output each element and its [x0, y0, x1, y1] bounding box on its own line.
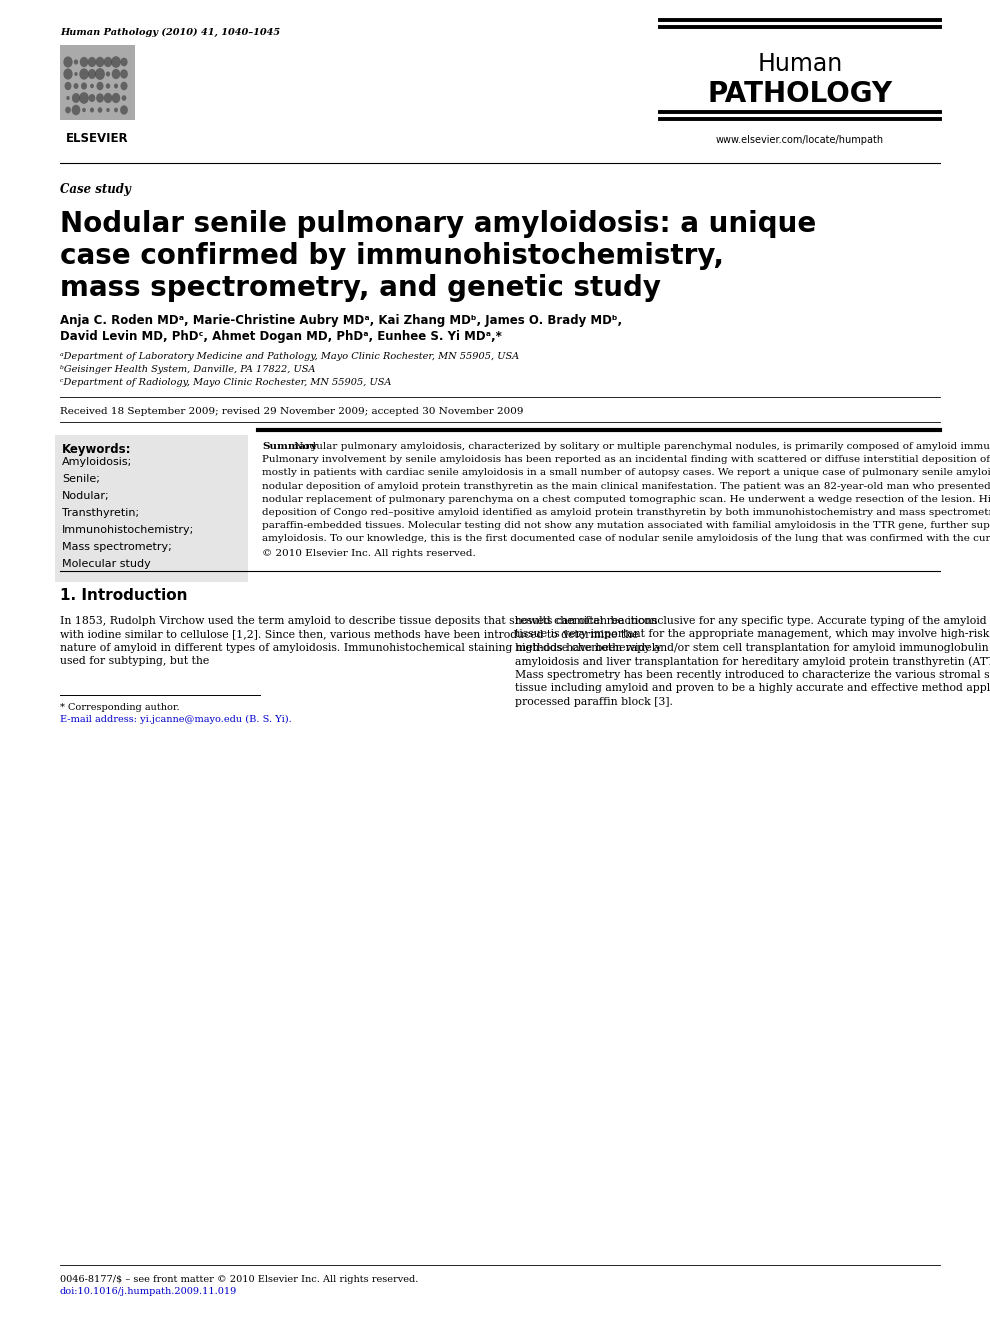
- Ellipse shape: [111, 81, 121, 91]
- Ellipse shape: [96, 106, 104, 115]
- Ellipse shape: [64, 57, 72, 67]
- Ellipse shape: [80, 70, 88, 78]
- Text: Transthyretin;: Transthyretin;: [62, 508, 140, 517]
- Text: mass spectrometry, and genetic study: mass spectrometry, and genetic study: [60, 275, 661, 302]
- Bar: [55, 436, 248, 582]
- Text: case confirmed by immunohistochemistry,: case confirmed by immunohistochemistry,: [60, 242, 724, 271]
- Ellipse shape: [112, 70, 120, 79]
- Text: tissue is very important for the appropriate management, which may involve high-: tissue is very important for the appropr…: [515, 630, 990, 639]
- Ellipse shape: [104, 104, 113, 115]
- Bar: [60, 45, 135, 120]
- Ellipse shape: [112, 94, 120, 103]
- Text: ᵇGeisinger Health System, Danville, PA 17822, USA: ᵇGeisinger Health System, Danville, PA 1…: [60, 366, 316, 374]
- Ellipse shape: [121, 58, 128, 66]
- Text: paraffin-embedded tissues. Molecular testing did not show any mutation associate: paraffin-embedded tissues. Molecular tes…: [262, 521, 990, 531]
- Ellipse shape: [82, 59, 86, 65]
- Ellipse shape: [89, 70, 95, 78]
- Ellipse shape: [64, 70, 71, 78]
- Text: Senile;: Senile;: [62, 474, 100, 484]
- Text: amyloidosis. To our knowledge, this is the first documented case of nodular seni: amyloidosis. To our knowledge, this is t…: [262, 535, 990, 544]
- Text: ᶜDepartment of Radiology, Mayo Clinic Rochester, MN 55905, USA: ᶜDepartment of Radiology, Mayo Clinic Ro…: [60, 378, 391, 387]
- Text: Received 18 September 2009; revised 29 November 2009; accepted 30 November 2009: Received 18 September 2009; revised 29 N…: [60, 407, 524, 416]
- Text: Nodular pulmonary amyloidosis, characterized by solitary or multiple parenchymal: Nodular pulmonary amyloidosis, character…: [291, 442, 990, 451]
- Text: PATHOLOGY: PATHOLOGY: [708, 81, 893, 108]
- Ellipse shape: [97, 58, 103, 66]
- Text: www.elsevier.com/locate/humpath: www.elsevier.com/locate/humpath: [716, 135, 884, 145]
- Text: Molecular study: Molecular study: [62, 558, 150, 569]
- Text: nature of amyloid in different types of amyloidosis. Immunohistochemical stainin: nature of amyloid in different types of …: [60, 643, 661, 653]
- Ellipse shape: [74, 71, 78, 77]
- Text: with iodine similar to cellulose [1,2]. Since then, various methods have been in: with iodine similar to cellulose [1,2]. …: [60, 630, 639, 639]
- Ellipse shape: [121, 95, 127, 102]
- Ellipse shape: [121, 106, 127, 114]
- Text: 1. Introduction: 1. Introduction: [60, 587, 187, 603]
- Ellipse shape: [73, 107, 79, 114]
- Text: deposition of Congo red–positive amyloid identified as amyloid protein transthyr: deposition of Congo red–positive amyloid…: [262, 508, 990, 517]
- Text: © 2010 Elsevier Inc. All rights reserved.: © 2010 Elsevier Inc. All rights reserved…: [262, 549, 476, 557]
- Text: Keywords:: Keywords:: [62, 444, 132, 455]
- Ellipse shape: [113, 58, 119, 66]
- Text: results can often be inconclusive for any specific type. Accurate typing of the : results can often be inconclusive for an…: [515, 616, 990, 626]
- Text: tissue including amyloid and proven to be a highly accurate and effective method: tissue including amyloid and proven to b…: [515, 684, 990, 693]
- Text: Nodular senile pulmonary amyloidosis: a unique: Nodular senile pulmonary amyloidosis: a …: [60, 210, 816, 238]
- Text: used for subtyping, but the: used for subtyping, but the: [60, 656, 209, 667]
- Ellipse shape: [90, 59, 94, 65]
- Text: In 1853, Rudolph Virchow used the term amyloid to describe tissue deposits that : In 1853, Rudolph Virchow used the term a…: [60, 616, 657, 626]
- Text: 0046-8177/$ – see front matter © 2010 Elsevier Inc. All rights reserved.: 0046-8177/$ – see front matter © 2010 El…: [60, 1275, 419, 1284]
- Ellipse shape: [79, 104, 88, 115]
- Text: doi:10.1016/j.humpath.2009.11.019: doi:10.1016/j.humpath.2009.11.019: [60, 1287, 238, 1296]
- Ellipse shape: [63, 104, 72, 116]
- Text: mostly in patients with cardiac senile amyloidosis in a small number of autopsy : mostly in patients with cardiac senile a…: [262, 469, 990, 478]
- Text: processed paraffin block [3].: processed paraffin block [3].: [515, 697, 673, 706]
- Text: Case study: Case study: [60, 183, 131, 195]
- Text: Mass spectrometry;: Mass spectrometry;: [62, 543, 171, 552]
- Ellipse shape: [103, 92, 113, 104]
- Ellipse shape: [81, 95, 86, 100]
- Text: Human Pathology (2010) 41, 1040–1045: Human Pathology (2010) 41, 1040–1045: [60, 28, 280, 37]
- Ellipse shape: [66, 96, 69, 100]
- Ellipse shape: [98, 71, 102, 77]
- Ellipse shape: [98, 84, 102, 88]
- Ellipse shape: [96, 94, 104, 103]
- Text: Amyloidosis;: Amyloidosis;: [62, 457, 133, 467]
- Text: Pulmonary involvement by senile amyloidosis has been reported as an incidental f: Pulmonary involvement by senile amyloido…: [262, 455, 990, 465]
- Ellipse shape: [81, 83, 87, 90]
- Ellipse shape: [120, 69, 129, 79]
- Ellipse shape: [71, 81, 81, 92]
- Text: nodular replacement of pulmonary parenchyma on a chest computed tomographic scan: nodular replacement of pulmonary parench…: [262, 495, 990, 504]
- Text: Immunohistochemistry;: Immunohistochemistry;: [62, 525, 194, 535]
- Text: Anja C. Roden MDᵃ, Marie-Christine Aubry MDᵃ, Kai Zhang MDᵇ, James O. Brady MDᵇ,: Anja C. Roden MDᵃ, Marie-Christine Aubry…: [60, 314, 622, 327]
- Ellipse shape: [87, 104, 96, 115]
- Ellipse shape: [113, 107, 119, 114]
- Ellipse shape: [87, 92, 97, 104]
- Text: ᵃDepartment of Laboratory Medicine and Pathology, Mayo Clinic Rochester, MN 5590: ᵃDepartment of Laboratory Medicine and P…: [60, 352, 519, 360]
- Text: amyloidosis and liver transplantation for hereditary amyloid protein transthyret: amyloidosis and liver transplantation fo…: [515, 656, 990, 667]
- Text: high-dose chemotherapy and/or stem cell transplantation for amyloid immunoglobul: high-dose chemotherapy and/or stem cell …: [515, 643, 990, 653]
- Text: E-mail address: yi.jcanne@mayo.edu (B. S. Yi).: E-mail address: yi.jcanne@mayo.edu (B. S…: [60, 715, 292, 723]
- Text: Summary: Summary: [262, 442, 317, 451]
- Text: nodular deposition of amyloid protein transthyretin as the main clinical manifes: nodular deposition of amyloid protein tr…: [262, 482, 990, 491]
- Text: * Corresponding author.: * Corresponding author.: [60, 702, 179, 711]
- Ellipse shape: [65, 83, 70, 88]
- Ellipse shape: [106, 61, 110, 63]
- Ellipse shape: [121, 83, 127, 90]
- Ellipse shape: [71, 92, 80, 103]
- Text: David Levin MD, PhDᶜ, Ahmet Dogan MD, PhDᵃ, Eunhee S. Yi MDᵃ,*: David Levin MD, PhDᶜ, Ahmet Dogan MD, Ph…: [60, 330, 502, 343]
- Ellipse shape: [72, 58, 79, 66]
- Ellipse shape: [106, 71, 110, 77]
- Ellipse shape: [87, 81, 96, 91]
- Text: Nodular;: Nodular;: [62, 491, 110, 502]
- Text: ELSEVIER: ELSEVIER: [66, 132, 129, 145]
- Text: Human: Human: [757, 51, 842, 77]
- Text: Mass spectrometry has been recently introduced to characterize the various strom: Mass spectrometry has been recently intr…: [515, 669, 990, 680]
- Ellipse shape: [106, 83, 110, 88]
